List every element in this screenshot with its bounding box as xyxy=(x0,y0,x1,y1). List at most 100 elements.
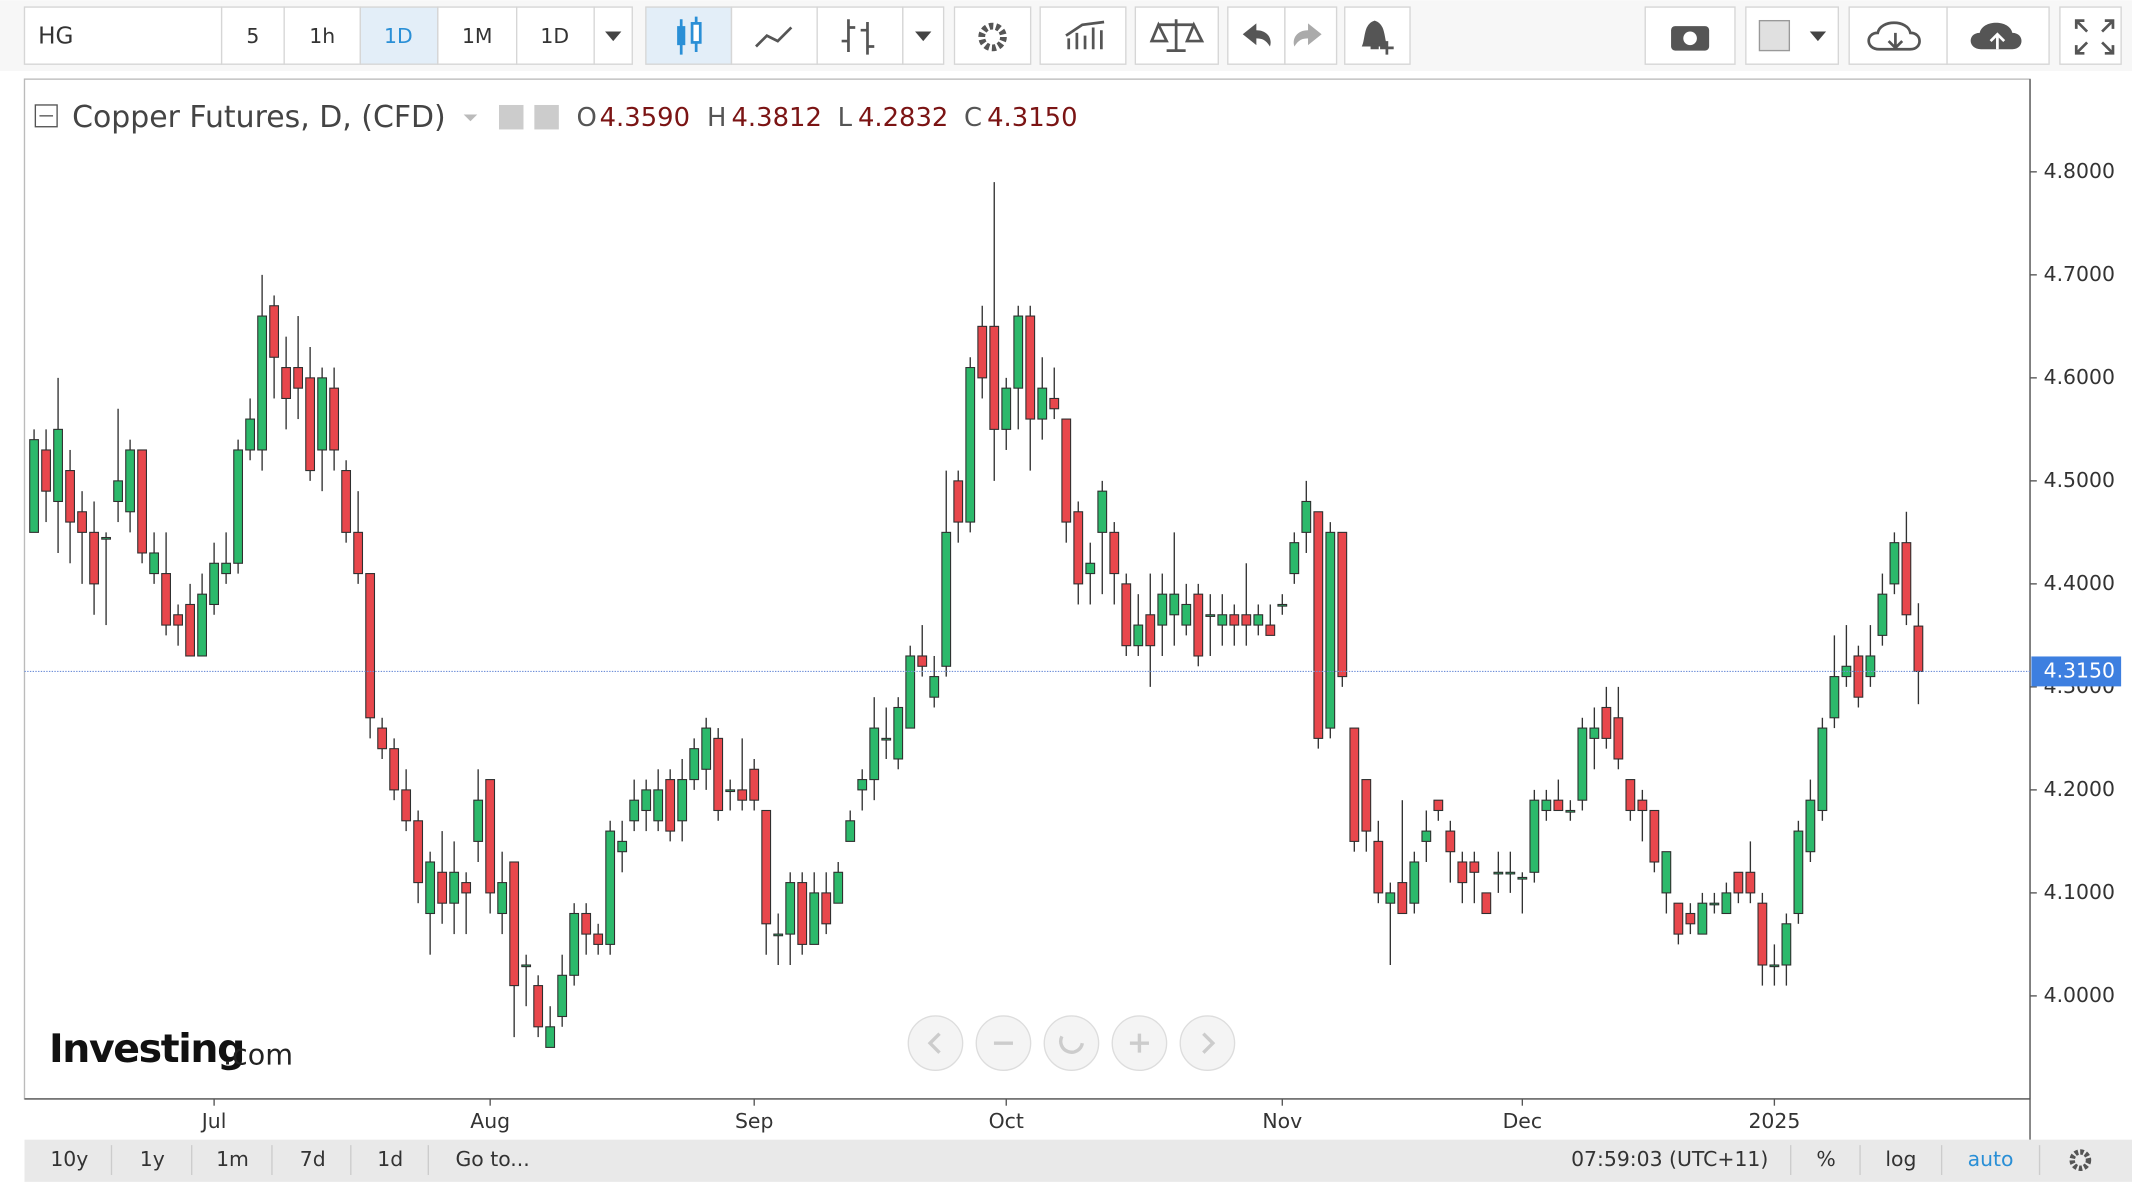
percent-toggle[interactable]: % xyxy=(1816,1147,1835,1171)
load-button[interactable] xyxy=(1848,6,1948,65)
indicators-icon xyxy=(1065,20,1105,50)
candle-body-up xyxy=(497,882,508,915)
x-tick-label: Nov xyxy=(1262,1109,1302,1133)
candle-body-up xyxy=(1577,727,1588,801)
interval-button-active[interactable] xyxy=(359,6,439,65)
range-button[interactable]: 1y xyxy=(140,1147,165,1171)
ohlc-key: H xyxy=(707,103,726,133)
candle-body-down xyxy=(329,387,340,451)
candle-body-up xyxy=(833,871,844,904)
candle-body-up xyxy=(1157,593,1168,626)
candle-body-down xyxy=(1649,809,1660,863)
interval-button[interactable] xyxy=(516,6,595,65)
candle-body-up xyxy=(1301,500,1312,533)
last-price-label: 4.3150 xyxy=(2044,658,2115,682)
candle-body-down xyxy=(1901,542,1912,616)
candle-body-up xyxy=(101,536,111,540)
indicators-button[interactable] xyxy=(1039,6,1127,65)
separators xyxy=(110,1145,2041,1176)
collapse-icon[interactable] xyxy=(34,104,58,128)
x-tick-label: Dec xyxy=(1503,1109,1542,1133)
settings-button[interactable] xyxy=(953,6,1032,65)
bars-button[interactable] xyxy=(816,6,904,65)
candle-body-down xyxy=(281,367,292,400)
candle-body-up xyxy=(1181,603,1192,626)
log-toggle[interactable]: log xyxy=(1885,1147,1916,1171)
auto-toggle[interactable]: auto xyxy=(1968,1147,2014,1171)
visibility-icon[interactable] xyxy=(499,104,524,130)
y-tick-label: 4.7000 xyxy=(2044,262,2115,286)
settings-icon[interactable] xyxy=(534,104,559,130)
candle-body-down xyxy=(1733,871,1744,894)
candle-body-up xyxy=(1505,871,1516,875)
bottom-bar-bg xyxy=(24,1139,2132,1182)
candle-body-down xyxy=(1049,397,1060,410)
candle-body-up xyxy=(653,789,664,822)
candle-body-down xyxy=(1121,583,1132,647)
candle-body-down xyxy=(761,809,772,925)
candle-body-up xyxy=(1829,676,1840,719)
candle-body-down xyxy=(1913,625,1924,672)
candle-body-up xyxy=(1217,614,1228,626)
candle-body-down xyxy=(437,871,448,904)
interval-button[interactable] xyxy=(437,6,518,65)
candle-body-down xyxy=(377,727,388,750)
interval-label: 1M xyxy=(462,24,493,48)
range-button[interactable]: 10y xyxy=(50,1147,88,1171)
camera-icon xyxy=(1683,31,1697,46)
reset-button[interactable] xyxy=(1043,1015,1100,1072)
range-button[interactable]: 1m xyxy=(216,1147,249,1171)
y-tick-label: 4.0000 xyxy=(2044,983,2115,1007)
candle-body-down xyxy=(413,820,424,884)
candle-body-up xyxy=(1085,562,1096,575)
candle-body-up xyxy=(473,799,484,842)
candle-body-up xyxy=(1565,809,1576,813)
dropdown-arrow xyxy=(605,31,622,42)
candle-body-up xyxy=(1697,902,1708,935)
candle-body-up xyxy=(941,531,952,667)
candle-body-down xyxy=(161,573,171,626)
y-tick-label: 4.6000 xyxy=(2044,365,2115,389)
candles-button[interactable] xyxy=(645,6,733,65)
candle-body-down xyxy=(977,325,988,379)
candle-body-up xyxy=(1325,531,1336,729)
candle-body-down xyxy=(269,305,280,358)
candle-body-down xyxy=(1457,861,1468,884)
dropdown-arrow xyxy=(1809,31,1827,42)
candle-body-down xyxy=(293,367,304,389)
candle-body-up xyxy=(1289,542,1300,575)
zoom-controls xyxy=(907,1015,1236,1072)
candle-body-down xyxy=(917,655,928,667)
title-dropdown[interactable] xyxy=(463,114,478,122)
candle-body-up xyxy=(617,840,628,853)
candle-body-up xyxy=(257,315,268,451)
brand-name: Investing xyxy=(49,1026,244,1072)
range-button[interactable]: 7d xyxy=(300,1147,326,1171)
fullscreen-button[interactable] xyxy=(2059,6,2122,65)
candle-body-up xyxy=(869,727,880,781)
candle-body-up xyxy=(725,789,736,793)
symbol-box[interactable] xyxy=(23,6,223,65)
line-button[interactable] xyxy=(730,6,818,65)
candle-body-down xyxy=(533,985,544,1028)
candle-body-down xyxy=(389,748,400,791)
candle-body-down xyxy=(1613,717,1624,760)
candle-body-up xyxy=(29,439,39,533)
ohlc-key: L xyxy=(838,103,853,133)
toolbar: HG 5 1h 1D 1M 1D xyxy=(0,0,2132,71)
candle-body-up xyxy=(209,562,220,606)
candle-body-down xyxy=(1145,614,1156,647)
goto-button[interactable]: Go to... xyxy=(455,1147,529,1171)
ohlc-key: O xyxy=(577,103,597,133)
candle-body-down xyxy=(1061,418,1072,523)
scroll-left-button[interactable] xyxy=(907,1015,964,1072)
candle-body-down xyxy=(173,614,183,626)
scroll-right-button[interactable] xyxy=(1179,1015,1236,1072)
candle-body-down xyxy=(1229,614,1240,626)
range-button[interactable]: 1d xyxy=(377,1147,403,1171)
candle-body-up xyxy=(677,779,688,822)
undo-icon xyxy=(1242,23,1271,47)
settings-gear[interactable] xyxy=(2069,1149,2092,1171)
candle-body-down xyxy=(1073,511,1084,585)
candle-body-down xyxy=(1109,531,1120,575)
